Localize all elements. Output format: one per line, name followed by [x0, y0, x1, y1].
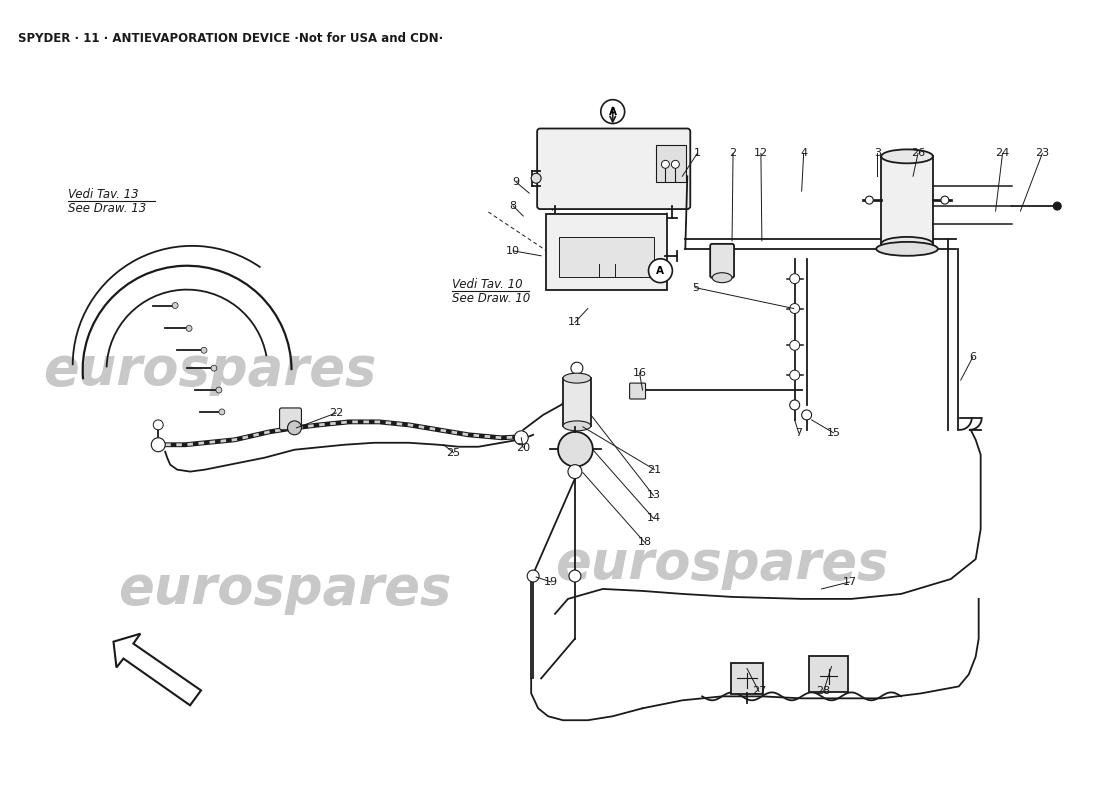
- Text: eurospares: eurospares: [556, 538, 889, 590]
- Circle shape: [790, 400, 800, 410]
- Circle shape: [216, 387, 222, 393]
- Text: 15: 15: [826, 428, 840, 438]
- Text: 18: 18: [638, 538, 651, 547]
- Text: 7: 7: [795, 428, 802, 438]
- Text: eurospares: eurospares: [43, 344, 376, 396]
- Text: 6: 6: [969, 352, 976, 362]
- Ellipse shape: [563, 421, 591, 431]
- Circle shape: [790, 303, 800, 314]
- Text: 9: 9: [513, 178, 520, 187]
- FancyBboxPatch shape: [546, 214, 668, 290]
- Circle shape: [201, 347, 207, 354]
- Text: 14: 14: [647, 514, 660, 523]
- Text: 5: 5: [692, 282, 698, 293]
- Circle shape: [866, 196, 873, 204]
- Circle shape: [153, 420, 163, 430]
- FancyBboxPatch shape: [279, 408, 301, 430]
- Circle shape: [790, 340, 800, 350]
- Text: 21: 21: [648, 465, 661, 474]
- Circle shape: [790, 274, 800, 284]
- Text: 4: 4: [800, 148, 807, 158]
- Circle shape: [152, 438, 165, 452]
- Text: See Draw. 10: See Draw. 10: [452, 291, 530, 305]
- Ellipse shape: [881, 150, 933, 163]
- Circle shape: [186, 326, 192, 331]
- Text: 23: 23: [1035, 148, 1049, 158]
- Text: 24: 24: [996, 148, 1010, 158]
- Text: 26: 26: [911, 148, 925, 158]
- Circle shape: [1054, 202, 1062, 210]
- Text: SPYDER · 11 · ANTIEVAPORATION DEVICE ·Not for USA and CDN·: SPYDER · 11 · ANTIEVAPORATION DEVICE ·No…: [18, 32, 443, 45]
- Polygon shape: [113, 634, 201, 706]
- Text: 12: 12: [754, 148, 768, 158]
- Circle shape: [649, 258, 672, 282]
- Text: 2: 2: [729, 148, 737, 158]
- Text: 1: 1: [694, 148, 701, 158]
- Circle shape: [515, 431, 528, 445]
- Ellipse shape: [712, 273, 732, 282]
- Circle shape: [527, 570, 539, 582]
- Text: 8: 8: [509, 201, 517, 211]
- Circle shape: [173, 302, 178, 309]
- Text: eurospares: eurospares: [118, 563, 451, 615]
- Circle shape: [568, 465, 582, 478]
- Circle shape: [558, 432, 593, 466]
- Text: 3: 3: [873, 148, 881, 158]
- Text: 17: 17: [843, 577, 857, 587]
- Ellipse shape: [563, 373, 591, 383]
- Text: Vedi Tav. 10: Vedi Tav. 10: [452, 278, 522, 290]
- Circle shape: [211, 365, 217, 371]
- Text: 20: 20: [516, 442, 530, 453]
- Circle shape: [790, 370, 800, 380]
- Text: 27: 27: [751, 686, 766, 696]
- Circle shape: [601, 100, 625, 123]
- Text: 11: 11: [568, 318, 582, 327]
- FancyBboxPatch shape: [808, 655, 848, 692]
- Text: 22: 22: [329, 408, 343, 418]
- FancyBboxPatch shape: [537, 129, 691, 209]
- Text: Vedi Tav. 13: Vedi Tav. 13: [68, 188, 139, 201]
- Ellipse shape: [881, 237, 933, 251]
- Text: See Draw. 13: See Draw. 13: [68, 202, 146, 215]
- Text: 25: 25: [447, 448, 461, 458]
- Text: 28: 28: [816, 686, 831, 696]
- Circle shape: [802, 410, 812, 420]
- FancyBboxPatch shape: [559, 237, 654, 277]
- Circle shape: [219, 409, 224, 415]
- Circle shape: [569, 570, 581, 582]
- Circle shape: [287, 421, 301, 435]
- Text: A: A: [657, 266, 664, 276]
- FancyBboxPatch shape: [732, 662, 763, 694]
- Circle shape: [661, 160, 670, 168]
- Circle shape: [531, 174, 541, 183]
- Text: A: A: [608, 106, 617, 117]
- Text: 10: 10: [506, 246, 520, 256]
- Circle shape: [571, 362, 583, 374]
- Circle shape: [940, 196, 949, 204]
- Bar: [563, 378, 591, 426]
- Text: 13: 13: [647, 490, 660, 501]
- FancyBboxPatch shape: [657, 146, 686, 182]
- Bar: [881, 156, 933, 244]
- Text: 19: 19: [544, 577, 558, 587]
- Text: 16: 16: [632, 368, 647, 378]
- FancyBboxPatch shape: [629, 383, 646, 399]
- FancyBboxPatch shape: [711, 244, 734, 278]
- Circle shape: [671, 160, 680, 168]
- Ellipse shape: [877, 242, 938, 256]
